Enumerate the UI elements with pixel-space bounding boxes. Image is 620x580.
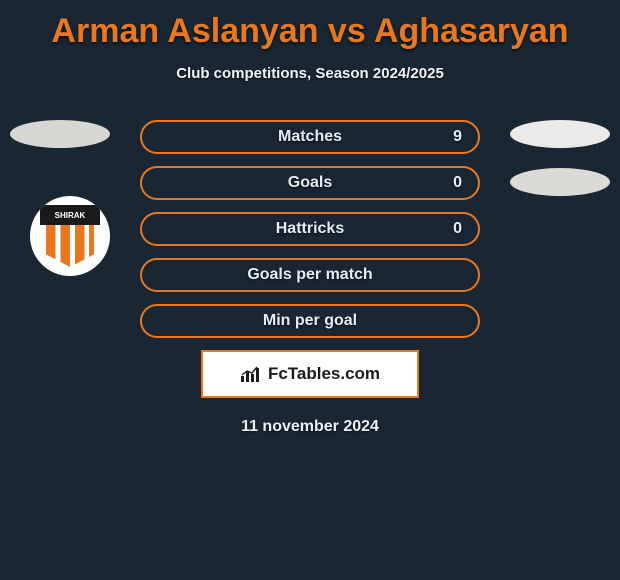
club-logo-name: SHIRAK: [40, 205, 100, 225]
stat-label: Matches: [278, 128, 342, 146]
subtitle: Club competitions, Season 2024/2025: [0, 65, 620, 82]
stat-row: Goals per match: [140, 258, 480, 292]
player-badge-right-2: [510, 168, 610, 196]
bar-chart-icon: [240, 365, 262, 383]
stat-row: Goals 0: [140, 166, 480, 200]
date-text: 11 november 2024: [0, 418, 620, 436]
stat-row: Hattricks 0: [140, 212, 480, 246]
stat-value: 9: [453, 128, 462, 146]
club-logo: SHIRAK: [30, 196, 110, 276]
stat-row: Matches 9: [140, 120, 480, 154]
club-logo-shield-icon: [46, 225, 94, 267]
stat-value: 0: [453, 174, 462, 192]
stat-label: Goals per match: [247, 266, 372, 284]
brand-text: FcTables.com: [268, 364, 380, 384]
brand-box: FcTables.com: [201, 350, 419, 398]
stat-label: Hattricks: [276, 220, 344, 238]
stat-value: 0: [453, 220, 462, 238]
player-badge-right-1: [510, 120, 610, 148]
player-badge-left: [10, 120, 110, 148]
stat-row: Min per goal: [140, 304, 480, 338]
club-logo-inner: SHIRAK: [39, 205, 101, 267]
stat-label: Min per goal: [263, 312, 357, 330]
stat-label: Goals: [288, 174, 332, 192]
stats-rows: Matches 9 Goals 0 Hattricks 0 Goals per …: [140, 120, 480, 338]
comparison-content: SHIRAK Matches 9 Goals 0 Hattricks 0 Goa…: [0, 120, 620, 436]
page-title: Arman Aslanyan vs Aghasaryan: [0, 0, 620, 51]
